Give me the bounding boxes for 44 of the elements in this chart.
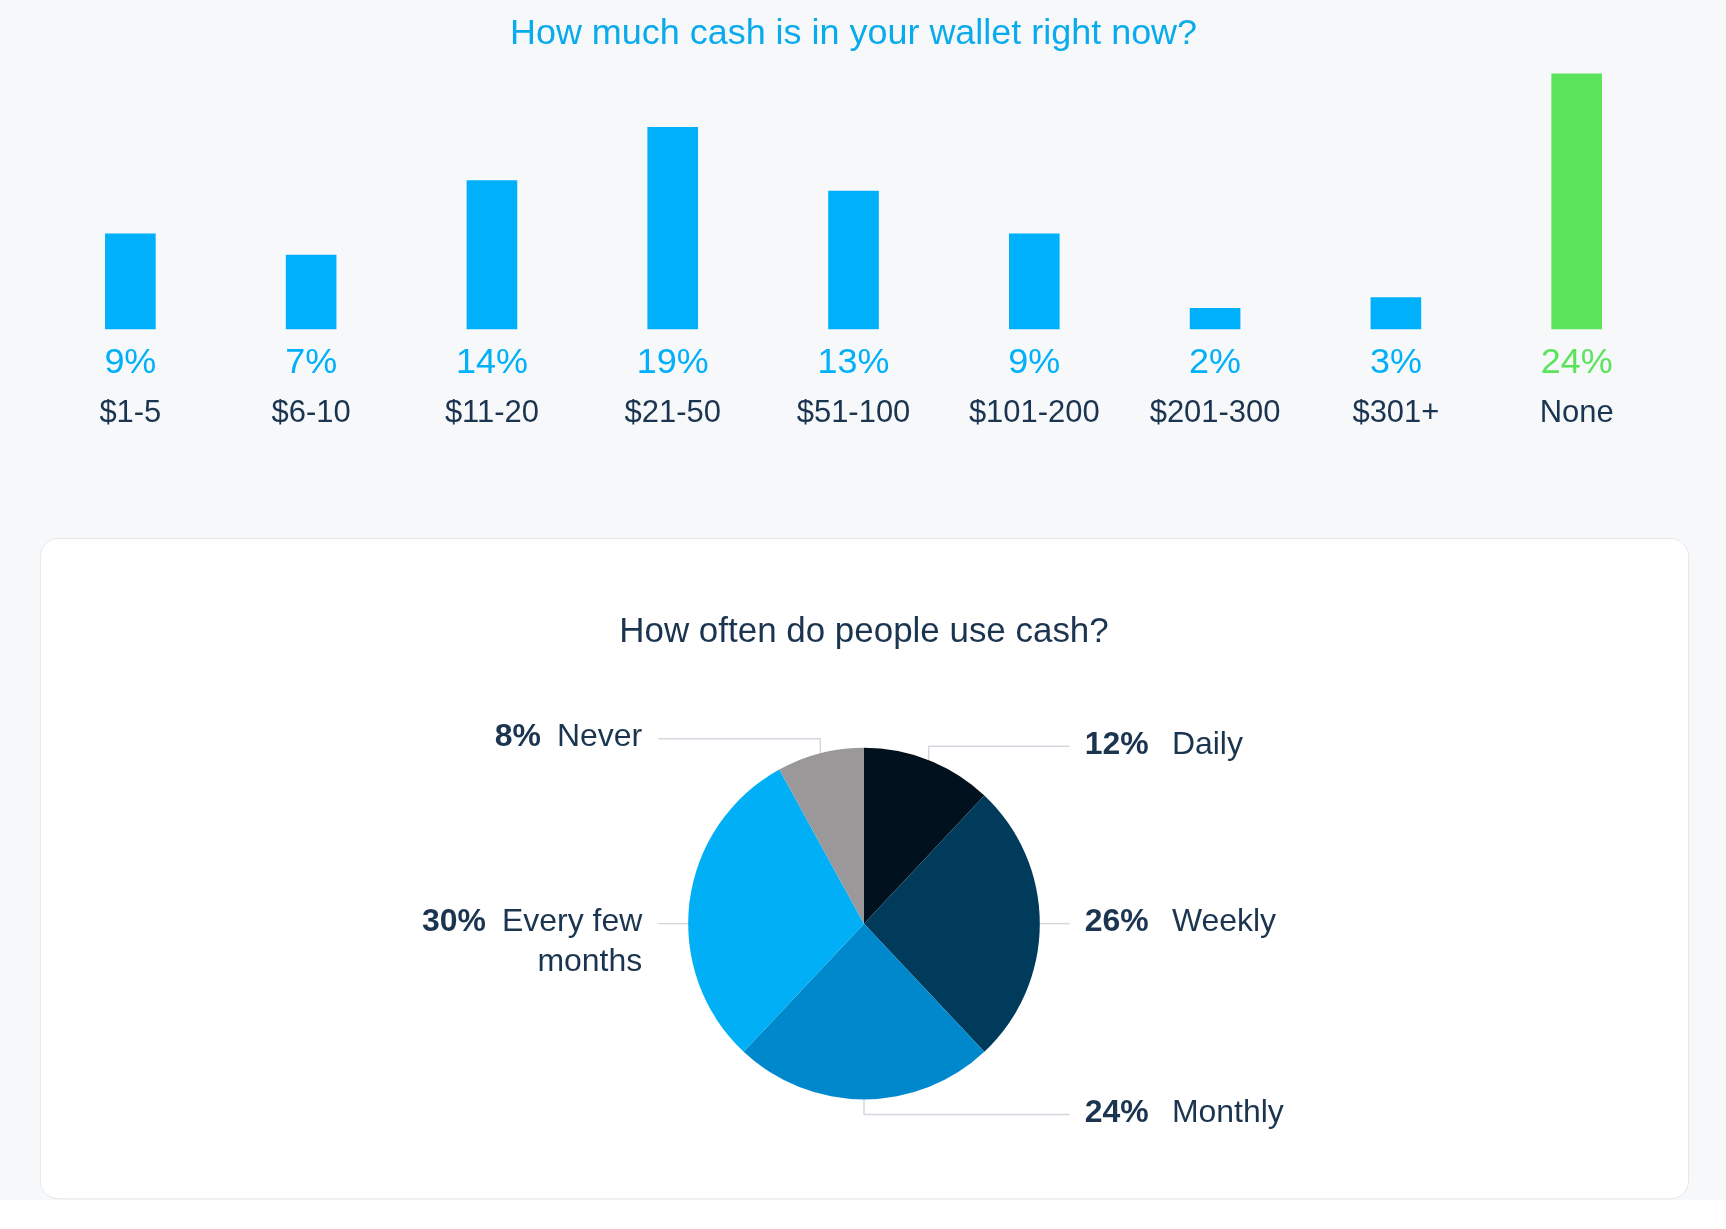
data-label: 24% [1084,1092,1149,1129]
data-label: 2% [1189,340,1242,382]
data-label: 19% [636,340,709,382]
x-tick-label: $6-10 [271,393,351,429]
data-label: 9% [1008,340,1061,382]
bar [1551,73,1602,330]
x-tick-label: $201-300 [1149,393,1281,429]
pie-slice [779,747,864,924]
bar [828,190,879,330]
x-tick-label: $101-200 [968,393,1100,429]
x-tick-label: None [1539,393,1614,429]
bar [105,233,156,330]
data-label: 30% [422,902,486,939]
slice-label: Weekly [1171,902,1277,939]
data-label: 9% [104,340,157,382]
slice-label: Never [557,717,643,754]
pie-slice [864,795,1040,1052]
data-label: 12% [1084,724,1149,761]
pie-slice [864,747,985,924]
x-tick-label: $11-20 [444,393,539,429]
data-label: 7% [285,340,338,382]
x-tick-label: $1-5 [99,393,162,429]
bar [1189,308,1241,330]
data-label: 26% [1084,902,1149,939]
slice-label: Every few months [501,902,644,978]
data-label: 8% [494,717,542,754]
pie-slice [688,769,864,1052]
bar [285,254,337,330]
data-label: 3% [1369,340,1422,382]
bar [1008,233,1060,330]
bar [647,126,699,330]
slice-label: Monthly [1171,1092,1284,1129]
bar [1370,297,1422,330]
chart-title: How much cash is in your wallet right now? [509,10,1198,52]
data-label: 14% [455,340,528,382]
x-tick-label: $21-50 [624,393,721,429]
data-label: 24% [1540,340,1613,382]
slice-label: Daily [1171,724,1243,761]
chart-title: How often do people use cash? [619,609,1109,649]
x-tick-label: $301+ [1352,393,1440,429]
data-label: 13% [817,340,890,382]
bar [466,180,518,330]
pie-slice [743,923,985,1100]
x-tick-label: $51-100 [796,393,911,429]
